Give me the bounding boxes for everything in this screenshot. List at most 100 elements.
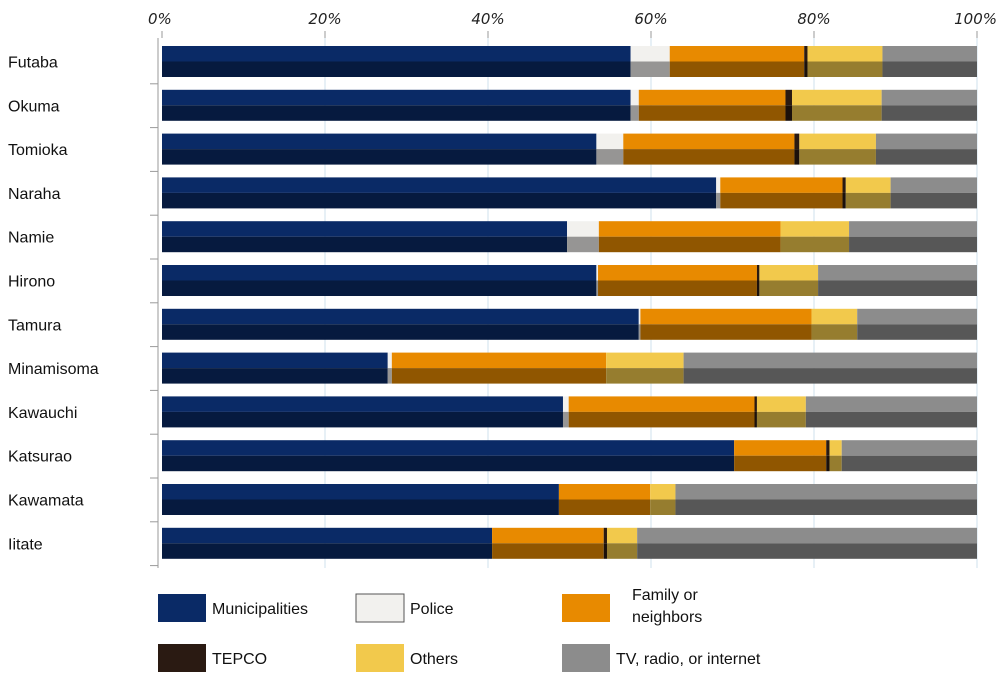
- axes-layer: [150, 31, 978, 568]
- bar-segment-bottom: [162, 149, 597, 165]
- bar-segment: [567, 221, 599, 253]
- bar-segment-top: [162, 440, 735, 456]
- bar-segment: [638, 308, 641, 340]
- bar-segment: [756, 265, 760, 296]
- bar-segment-bottom: [162, 455, 735, 472]
- bar-segment-bottom: [675, 499, 977, 515]
- legend: Municipalities Police Family or neighbors TE…: [158, 587, 761, 672]
- bar-segment-bottom: [716, 192, 721, 209]
- bar-segment-bottom: [650, 499, 676, 515]
- bar-segment-bottom: [596, 280, 599, 296]
- bar-segment-bottom: [606, 368, 684, 384]
- bar-segment-top: [842, 177, 846, 193]
- bar-segment-bottom: [638, 105, 786, 121]
- bar-segment-bottom: [162, 543, 493, 559]
- bar-segment: [623, 133, 795, 165]
- bar-segment-bottom: [162, 192, 717, 209]
- bar-segment-top: [387, 352, 392, 369]
- bar-segment-bottom: [890, 192, 977, 209]
- bar-segment: [162, 46, 631, 77]
- bar-segment-bottom: [807, 61, 883, 77]
- bar-segment-top: [162, 177, 717, 193]
- bar-segment-bottom: [881, 105, 977, 121]
- bar-segment: [606, 352, 684, 384]
- bar-segment-top: [162, 484, 559, 500]
- bar-segment: [807, 46, 883, 77]
- bar-segment: [675, 484, 977, 515]
- bar-segment: [683, 352, 977, 384]
- bar-segment-bottom: [640, 324, 812, 340]
- bar-segment-top: [162, 89, 631, 106]
- legend-swatch: [158, 594, 206, 622]
- bar-segment-bottom: [804, 61, 808, 77]
- bar-segment: [568, 396, 755, 428]
- legend-item: TEPCO: [158, 644, 267, 672]
- bar-segment-bottom: [791, 105, 882, 121]
- bar-segment-top: [650, 484, 676, 500]
- bar-segment-top: [720, 177, 843, 193]
- bar-segment-bottom: [162, 236, 568, 253]
- legend-swatch: [356, 644, 404, 672]
- bar-segment: [799, 133, 876, 165]
- bar-segment-bottom: [841, 455, 977, 472]
- bar-segment-top: [826, 440, 830, 456]
- bar-segment: [162, 440, 735, 472]
- bar-segment-top: [794, 133, 800, 150]
- bar-segment-top: [759, 265, 819, 281]
- bar-segment-top: [890, 177, 977, 193]
- legend-label: Municipalities: [212, 601, 308, 618]
- category-label: Kawauchi: [8, 405, 77, 422]
- bar-segment-top: [849, 221, 977, 237]
- legend-swatch: [355, 593, 405, 623]
- bar-segment-top: [675, 484, 977, 500]
- legend-swatch: [158, 644, 206, 672]
- bar-segment-bottom: [829, 455, 842, 472]
- bar-segment: [882, 46, 977, 77]
- bar-segment-top: [637, 527, 977, 544]
- bar-segment-top: [785, 89, 792, 106]
- bar-segment: [562, 396, 569, 428]
- bar-segment-bottom: [683, 368, 977, 384]
- bar-segment-bottom: [857, 324, 977, 340]
- bar-segment-top: [756, 265, 760, 281]
- bar-segment-top: [734, 440, 827, 456]
- bar-segment-top: [630, 89, 639, 106]
- bar-segment-top: [391, 352, 607, 369]
- bar-segment-bottom: [568, 411, 755, 428]
- bar-segment-bottom: [630, 105, 639, 121]
- bars-layer: [162, 46, 977, 559]
- bar-segment: [804, 46, 808, 77]
- x-tick-label: 60%: [634, 10, 667, 28]
- bar-segment: [759, 265, 819, 296]
- x-tick-label: 80%: [797, 10, 830, 28]
- bar-segment-top: [162, 265, 597, 281]
- bar-segment-top: [162, 527, 493, 544]
- category-label: Tomioka: [8, 142, 68, 159]
- bar-segment-top: [875, 133, 977, 150]
- category-label: Minamisoma: [8, 361, 99, 378]
- bar-segment-bottom: [759, 280, 819, 296]
- bar-segment-top: [881, 89, 977, 106]
- bar-segment-top: [791, 89, 882, 106]
- bar-segment: [637, 527, 977, 559]
- bar-segment-bottom: [387, 368, 392, 384]
- bar-segment-bottom: [492, 543, 604, 559]
- legend-label: Family or: [632, 587, 698, 604]
- bar-segment-bottom: [623, 149, 795, 165]
- bar-segment-top: [558, 484, 651, 500]
- bar-segment-top: [162, 308, 639, 325]
- legend-item: Others: [356, 644, 458, 672]
- bar-segment-top: [638, 308, 641, 325]
- bar-segment-top: [857, 308, 977, 325]
- bar-segment-bottom: [162, 411, 563, 428]
- bar-segment-top: [716, 177, 721, 193]
- x-tick-label: 40%: [471, 10, 504, 28]
- bar-segment-top: [829, 440, 842, 456]
- bar-segment: [754, 396, 757, 428]
- bar-segment-bottom: [875, 149, 977, 165]
- bar-segment: [598, 265, 757, 296]
- bar-segment-bottom: [756, 411, 806, 428]
- bar-segment: [890, 177, 977, 209]
- bar-segment-top: [162, 133, 597, 150]
